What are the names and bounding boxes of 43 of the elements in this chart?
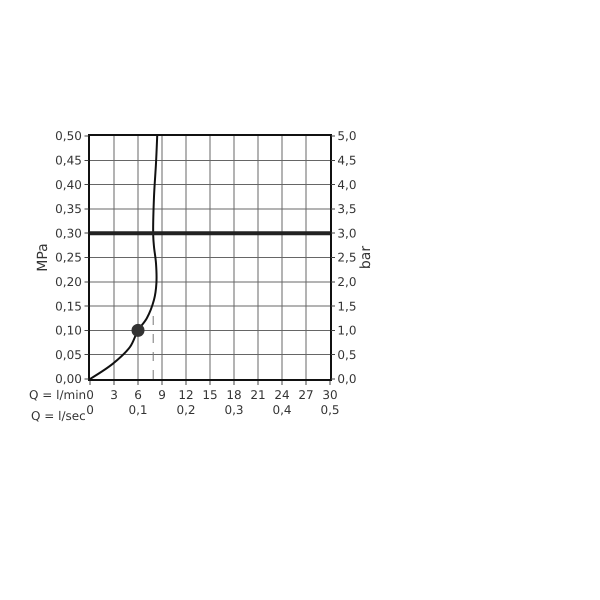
y2-tick-label: 0,0 xyxy=(337,372,356,386)
y-tick-label: 0,35 xyxy=(55,202,82,216)
x2-tick-label: 0,5 xyxy=(320,403,340,417)
y2-tick-label: 2,0 xyxy=(337,275,356,289)
x2-axis-title: Q = l/sec xyxy=(31,409,86,423)
x-tick-label: 0 xyxy=(86,388,94,402)
y-tick-label: 0,20 xyxy=(55,275,82,289)
x2-tick-label: 0,1 xyxy=(128,403,148,417)
x-tick-label: 9 xyxy=(158,388,166,402)
y2-tick-label: 3,0 xyxy=(337,226,356,240)
x-tick-label: 6 xyxy=(134,388,142,402)
y-tick-label: 0,15 xyxy=(55,299,82,314)
x2-tick-label: 0,3 xyxy=(224,403,244,417)
y-tick-label: 0,05 xyxy=(55,348,82,362)
x-tick-label: 12 xyxy=(178,388,194,402)
x-tick-label: 15 xyxy=(202,388,218,402)
y-tick-label: 0,45 xyxy=(55,154,82,168)
y2-tick-label: 3,5 xyxy=(337,202,356,216)
x2-tick-label: 0,2 xyxy=(176,403,196,417)
y-axis-title: MPa xyxy=(35,243,52,272)
y-tick-label: 0,10 xyxy=(55,324,82,338)
y-tick-label: 0,25 xyxy=(55,250,82,265)
y2-axis-title: bar xyxy=(358,246,374,270)
y2-tick-label: 1,5 xyxy=(337,299,356,314)
x-tick-label: 24 xyxy=(274,388,290,402)
y-tick-label: 0,50 xyxy=(55,129,82,144)
x2-tick-label: 0,4 xyxy=(272,403,292,417)
y2-tick-label: 5,0 xyxy=(337,129,356,144)
y2-tick-label: 4,5 xyxy=(337,154,356,168)
x2-tick-label: 0 xyxy=(86,403,94,417)
y-tick-label: 0,40 xyxy=(55,178,82,192)
y2-tick-label: 0,5 xyxy=(337,348,356,362)
x-axis-title: Q = l/min xyxy=(29,388,86,402)
x-tick-label: 30 xyxy=(322,388,338,402)
y2-tick-label: 2,5 xyxy=(337,250,356,265)
x-tick-label: 3 xyxy=(110,388,118,402)
y-tick-label: 0,00 xyxy=(55,372,82,386)
y2-tick-label: 1,0 xyxy=(337,324,356,338)
x-tick-label: 27 xyxy=(298,388,314,402)
y-tick-label: 0,30 xyxy=(55,226,82,240)
x-tick-label: 21 xyxy=(250,388,266,402)
y2-tick-label: 4,0 xyxy=(337,178,356,192)
x-tick-label: 18 xyxy=(226,388,242,402)
